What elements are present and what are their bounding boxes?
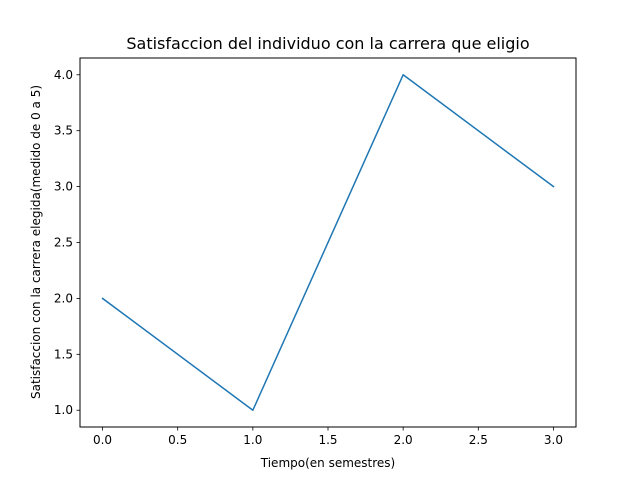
x-tick-label: 1.5 — [318, 433, 337, 447]
y-tick-label: 3.5 — [54, 124, 73, 138]
x-tick-label: 1.0 — [243, 433, 262, 447]
x-axis-title: Tiempo(en semestres) — [260, 456, 395, 470]
x-tick-label: 0.5 — [168, 433, 187, 447]
series-layer — [101, 74, 555, 411]
y-tick-label: 4.0 — [54, 68, 73, 82]
x-tick-label: 3.0 — [544, 433, 563, 447]
y-tick-label: 2.5 — [54, 236, 73, 250]
y-tick-label: 3.0 — [54, 180, 73, 194]
plot-area: 0.0 0.5 1.0 1.5 2.0 2.5 3.0 1.0 1.5 2.0 2.5 3.0 3.5… — [54, 57, 577, 447]
x-tick-label: 2.0 — [394, 433, 413, 447]
chart-title: Satisfaccion del individuo con la carrer… — [126, 34, 529, 53]
series-line — [101, 74, 555, 411]
x-axis-ticks: 0.0 0.5 1.0 1.5 2.0 2.5 3.0 — [93, 427, 563, 447]
x-tick-label: 2.5 — [469, 433, 488, 447]
plot-frame — [79, 57, 577, 428]
y-axis-ticks: 1.0 1.5 2.0 2.5 3.0 3.5 4.0 — [54, 68, 80, 417]
y-tick-label: 2.0 — [54, 291, 73, 305]
y-axis-title: Satisfaccion con la carrera elegida(medi… — [29, 85, 43, 399]
x-tick-label: 0.0 — [93, 433, 112, 447]
y-tick-label: 1.5 — [54, 347, 73, 361]
y-tick-label: 1.0 — [54, 403, 73, 417]
